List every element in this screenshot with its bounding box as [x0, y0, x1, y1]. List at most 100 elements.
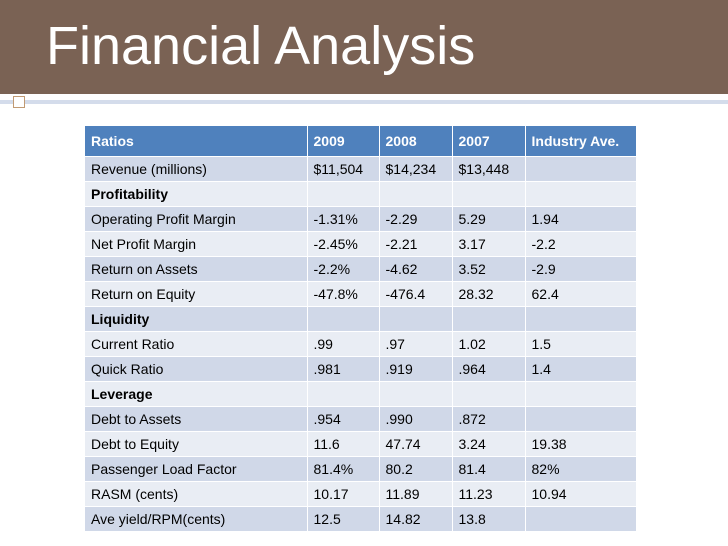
table-cell: $13,448: [452, 156, 526, 182]
table-cell: .872: [452, 406, 526, 432]
table-cell: .990: [379, 406, 453, 432]
header-2007: 2007: [452, 126, 526, 157]
table-cell: 82%: [525, 456, 637, 482]
table-cell: .981: [307, 356, 380, 382]
table-cell: -47.8%: [307, 281, 380, 307]
table-row: Current Ratio .99.97 1.02 1.5: [85, 331, 637, 357]
table-cell: [379, 306, 453, 332]
row-label: Debt to Equity: [85, 431, 308, 457]
row-label: Return on Assets: [85, 256, 308, 282]
table-cell: [307, 381, 380, 407]
table-cell: 3.17: [452, 231, 526, 257]
table-cell: .919: [379, 356, 453, 382]
table-row: Debt to Equity 11.6 47.74 3.24 19.38: [85, 431, 637, 457]
table-section-row: Leverage: [85, 381, 637, 407]
row-label: Ave yield/RPM(cents): [85, 506, 308, 531]
row-label: Current Ratio: [85, 331, 308, 357]
table-cell: 1.5: [525, 331, 637, 357]
table-body: Revenue (millions) $11,504 $14,234 $13,448 P…: [85, 156, 637, 531]
section-label: Leverage: [85, 381, 308, 407]
table-cell: $11,504: [307, 156, 380, 182]
table-cell: [379, 181, 453, 207]
header-2008: 2008: [379, 126, 453, 157]
table-cell: 3.52: [452, 256, 526, 282]
table-cell: .954: [307, 406, 380, 432]
table-cell: .97: [379, 331, 453, 357]
row-label: Operating Profit Margin: [85, 206, 308, 232]
table-cell: 3.24: [452, 431, 526, 457]
table-cell: -2.2%: [307, 256, 380, 282]
table-cell: 12.5: [307, 506, 380, 531]
table-row: Return on Equity -47.8% -476.4 28.32 62.4: [85, 281, 637, 307]
row-label: Return on Equity: [85, 281, 308, 307]
table-cell: 5.29: [452, 206, 526, 232]
table-cell: 11.23: [452, 481, 526, 507]
table-cell: 81.4: [452, 456, 526, 482]
table-cell: [525, 381, 637, 407]
table-cell: [525, 156, 637, 182]
table-header-row: Ratios 2009 2008 2007 Industry Ave.: [85, 126, 637, 157]
table-row: Debt to Assets .954.990.872: [85, 406, 637, 432]
table-cell: 80.2: [379, 456, 453, 482]
table-row: Ave yield/RPM(cents) 12.5 14.82 13.8: [85, 506, 637, 531]
section-label: Liquidity: [85, 306, 308, 332]
header-ratios: Ratios: [85, 126, 308, 157]
table-section-row: Liquidity: [85, 306, 637, 332]
row-label: Revenue (millions): [85, 156, 308, 182]
table-cell: [525, 181, 637, 207]
section-label: Profitability: [85, 181, 308, 207]
table-cell: 47.74: [379, 431, 453, 457]
table-cell: 1.4: [525, 356, 637, 382]
table-cell: .99: [307, 331, 380, 357]
table-cell: [307, 181, 380, 207]
slide-title: Financial Analysis: [46, 16, 476, 76]
header-industry-ave: Industry Ave.: [525, 126, 637, 157]
table-row: Operating Profit Margin -1.31% -2.29 5.29 1.…: [85, 206, 637, 232]
table-cell: 62.4: [525, 281, 637, 307]
row-label: RASM (cents): [85, 481, 308, 507]
table-cell: [452, 181, 526, 207]
table-cell: -2.21: [379, 231, 453, 257]
table-cell: 11.6: [307, 431, 380, 457]
table-cell: 10.17: [307, 481, 380, 507]
table-cell: 11.89: [379, 481, 453, 507]
table-cell: -2.9: [525, 256, 637, 282]
table-row: Revenue (millions) $11,504 $14,234 $13,448: [85, 156, 637, 182]
accent-line: [0, 100, 728, 104]
table-cell: 10.94: [525, 481, 637, 507]
row-label: Debt to Assets: [85, 406, 308, 432]
table-cell: -1.31%: [307, 206, 380, 232]
table-cell: 13.8: [452, 506, 526, 531]
table-section-row: Profitability: [85, 181, 637, 207]
table-row: Net Profit Margin -2.45% -2.21 3.17 -2.2: [85, 231, 637, 257]
table-row: RASM (cents) 10.17 11.89 11.23 10.94: [85, 481, 637, 507]
table-cell: -4.62: [379, 256, 453, 282]
table-cell: [452, 381, 526, 407]
table-cell: 1.94: [525, 206, 637, 232]
header-2009: 2009: [307, 126, 380, 157]
row-label: Quick Ratio: [85, 356, 308, 382]
table-cell: 19.38: [525, 431, 637, 457]
table-cell: 81.4%: [307, 456, 380, 482]
table-cell: [452, 306, 526, 332]
table-cell: 1.02: [452, 331, 526, 357]
table-cell: -476.4: [379, 281, 453, 307]
row-label: Net Profit Margin: [85, 231, 308, 257]
accent-square-icon: [13, 96, 25, 108]
table-cell: $14,234: [379, 156, 453, 182]
table-cell: .964: [452, 356, 526, 382]
table-cell: [307, 306, 380, 332]
ratios-table-container: Ratios 2009 2008 2007 Industry Ave. Reve…: [85, 126, 637, 531]
title-bar: Financial Analysis: [0, 0, 728, 94]
ratios-table: Ratios 2009 2008 2007 Industry Ave. Reve…: [85, 126, 637, 531]
table-cell: -2.45%: [307, 231, 380, 257]
table-cell: [525, 306, 637, 332]
table-row: Passenger Load Factor 81.4% 80.2 81.4 82%: [85, 456, 637, 482]
table-cell: -2.29: [379, 206, 453, 232]
table-row: Return on Assets -2.2% -4.62 3.52 -2.9: [85, 256, 637, 282]
table-cell: [525, 406, 637, 432]
table-cell: [379, 381, 453, 407]
table-cell: 28.32: [452, 281, 526, 307]
table-cell: -2.2: [525, 231, 637, 257]
